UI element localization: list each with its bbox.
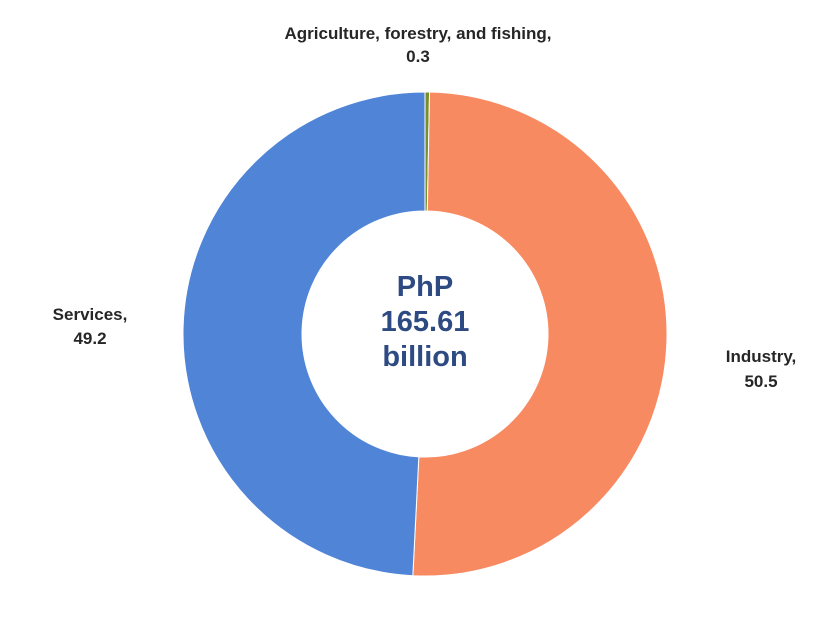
data-label-industry-name: Industry, xyxy=(726,347,797,366)
data-label-services-value: 49.2 xyxy=(73,329,106,348)
center-label-line-1: PhP xyxy=(397,271,453,303)
data-label-services-name: Services, xyxy=(53,305,128,324)
data-label-industry-value: 50.5 xyxy=(744,372,777,391)
data-label-agriculture-name: Agriculture, forestry, and fishing, xyxy=(285,24,552,43)
slice-services xyxy=(182,91,426,577)
data-labels: Agriculture, forestry, and fishing, 0.3 … xyxy=(53,24,797,391)
donut-slices xyxy=(182,91,668,577)
data-label-agriculture-value: 0.3 xyxy=(406,47,430,66)
slice-industry xyxy=(412,91,668,577)
center-label-line-3: billion xyxy=(382,341,467,373)
center-label: PhP 165.61 billion xyxy=(381,271,470,373)
center-label-line-2: 165.61 xyxy=(381,306,470,338)
